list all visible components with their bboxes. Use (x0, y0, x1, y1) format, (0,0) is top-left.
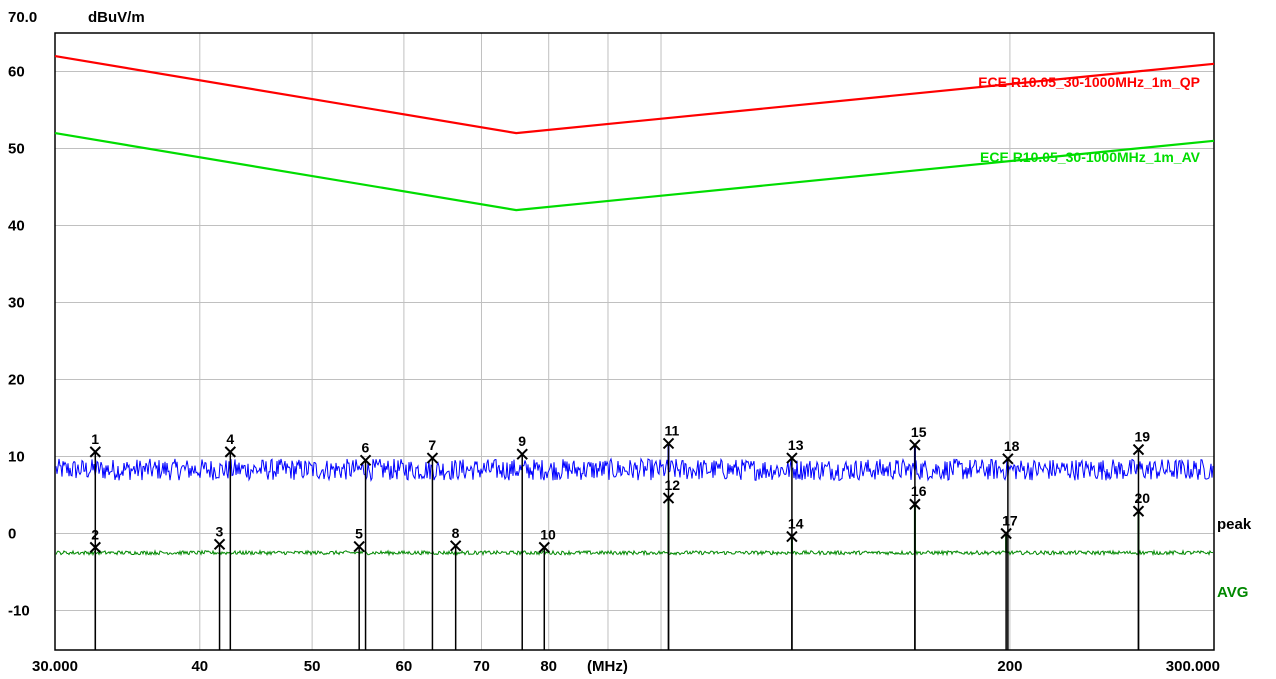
x-tick-labels: 30.000 40 50 60 70 80 200 300.000 (32, 658, 1220, 675)
marker-label: 10 (540, 526, 556, 542)
marker-label: 15 (911, 424, 927, 440)
marker-label: 11 (665, 422, 680, 438)
y-tick-label: -10 (8, 603, 30, 620)
marker-cross (786, 452, 798, 464)
avg-trace (55, 549, 1214, 557)
marker-cross (1000, 527, 1012, 540)
marker-cross (786, 530, 798, 543)
marker-cross (89, 541, 101, 554)
marker-label: 3 (216, 523, 224, 539)
marker-label: 19 (1134, 429, 1150, 445)
peak-label: peak (1217, 516, 1252, 533)
avg-label: AVG (1217, 584, 1248, 601)
marker-label: 13 (788, 437, 804, 453)
marker-cross (538, 541, 550, 554)
marker-label: 1 (91, 431, 99, 447)
marker-cross (516, 448, 528, 460)
marker-label: 4 (226, 431, 234, 447)
marker-cross (449, 540, 462, 552)
limit-label: ECE R10.05_30-1000MHz_1m_AV (980, 149, 1201, 165)
marker-label: 20 (1134, 490, 1150, 506)
marker-label: 14 (788, 516, 804, 532)
marker-cross (224, 446, 237, 458)
limit-line (54, 55, 1215, 135)
marker-cross (909, 439, 921, 451)
y-tick-label: 0 (8, 526, 16, 543)
y-top-label: 70.0 (8, 9, 37, 26)
y-tick-label: 60 (8, 64, 25, 81)
marker-cross (662, 492, 675, 504)
x-tick-label: 200 (997, 658, 1022, 675)
x-tick-label: 40 (191, 658, 208, 675)
y-tick-label: 10 (8, 449, 25, 466)
limit-line (54, 132, 1215, 212)
y-tick-label: 20 (8, 372, 25, 389)
x-tick-label: 300.000 (1166, 658, 1220, 675)
y-tick-label: 30 (8, 295, 25, 312)
y-tick-label: 40 (8, 218, 25, 235)
marker-label: 5 (355, 526, 363, 542)
marker-label: 7 (428, 437, 436, 453)
marker-cross (662, 437, 675, 450)
marker-cross (1132, 505, 1145, 517)
limit-lines: ECE R10.05_30-1000MHz_1m_QP ECE R10.05_30… (54, 55, 1215, 212)
plot-frame (54, 32, 1215, 651)
marker-cross (1132, 443, 1145, 456)
marker-cross (359, 454, 372, 467)
y-unit-label: dBuV/m (88, 9, 145, 26)
marker-label: 9 (518, 433, 526, 449)
marker-cross (213, 538, 226, 550)
marker-label: 6 (362, 439, 370, 455)
x-tick-label: 30.000 (32, 658, 78, 675)
traces: peak AVG (55, 443, 1252, 601)
limit-label: ECE R10.05_30-1000MHz_1m_QP (978, 74, 1200, 90)
marker-cross (909, 498, 921, 510)
marker-label: 8 (452, 525, 460, 541)
marker-label: 17 (1002, 513, 1018, 529)
marker-label: 16 (911, 483, 927, 499)
marker-cross (353, 540, 365, 553)
marker-cross (89, 446, 101, 458)
y-tick-label: 50 (8, 141, 25, 158)
marker-label: 18 (1004, 438, 1020, 454)
x-tick-label: 50 (304, 658, 321, 675)
marker-label: 12 (665, 477, 681, 493)
x-tick-label: 60 (396, 658, 413, 675)
marker-cross (426, 452, 439, 464)
grid (54, 33, 1215, 650)
x-tick-label: 80 (540, 658, 557, 675)
x-tick-label: 70 (473, 658, 490, 675)
y-tick-labels: 60 50 40 30 20 10 0 -10 (8, 64, 30, 620)
x-unit-label: (MHz) (587, 658, 628, 675)
marker-cross (1002, 453, 1014, 465)
peak-trace (55, 457, 1214, 483)
marker-label: 2 (91, 526, 99, 542)
